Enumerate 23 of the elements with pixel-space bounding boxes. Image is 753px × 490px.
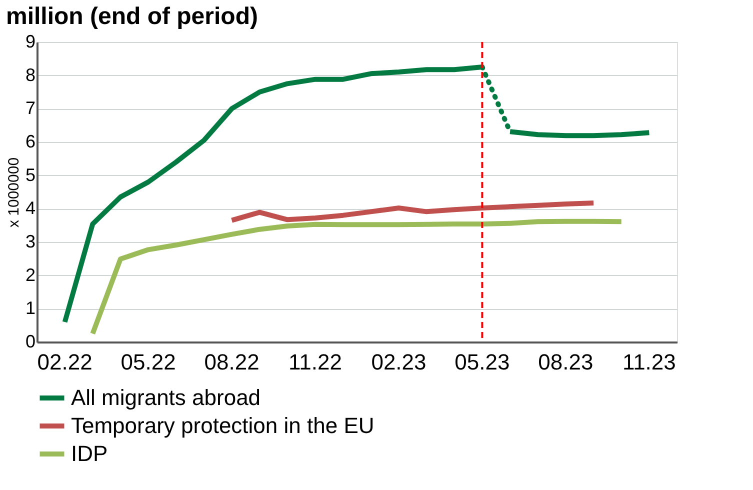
y-tick-label: 6 (25, 132, 36, 152)
y-tick-label: 0 (25, 332, 36, 352)
legend-label: Temporary protection in the EU (71, 413, 374, 438)
x-tick-label: 02.22 (37, 350, 92, 374)
y-tick-label: 2 (25, 264, 36, 285)
legend-label: All migrants abroad (71, 385, 261, 410)
y-tick-label: 5 (25, 164, 36, 185)
y-tick-label: 8 (25, 64, 36, 85)
y-tick-label: 9 (25, 32, 36, 52)
x-tick-label: 11.23 (622, 350, 676, 374)
x-tick-label: 11.22 (288, 350, 342, 374)
x-tick-label: 08.23 (538, 350, 594, 374)
chart-title: million (end of period) (6, 3, 258, 30)
y-tick-label: 1 (25, 298, 36, 318)
legend-label: IDP (71, 441, 108, 466)
y-axis-title: x 1000000 (5, 157, 22, 228)
y-tick-label: 4 (25, 198, 36, 218)
y-tick-label: 7 (25, 98, 36, 118)
y-tick-label: 3 (25, 232, 36, 252)
x-tick-label: 08.22 (204, 350, 260, 374)
x-tick-label: 02.23 (371, 350, 426, 374)
x-tick-label: 05.23 (454, 350, 510, 374)
x-tick-label: 05.22 (120, 350, 176, 374)
